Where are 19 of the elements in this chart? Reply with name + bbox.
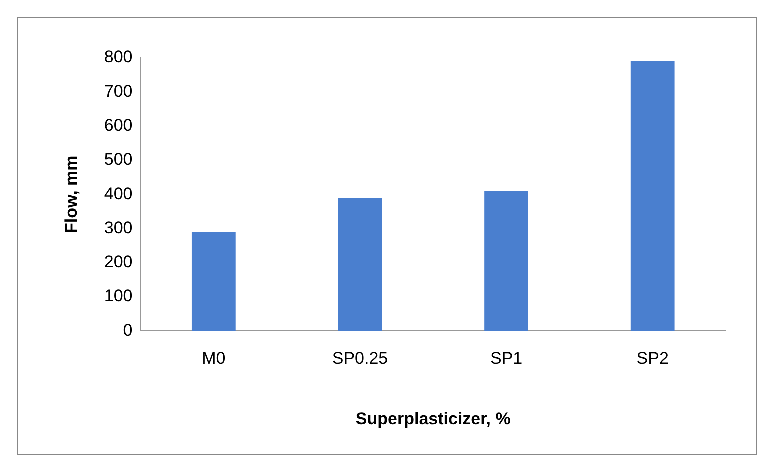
bar bbox=[192, 232, 236, 332]
y-tick-label: 200 bbox=[104, 252, 133, 272]
y-tick-label: 800 bbox=[104, 48, 133, 67]
x-tick-label: M0 bbox=[202, 349, 226, 368]
y-tick-label: 100 bbox=[104, 286, 133, 306]
y-tick-label: 300 bbox=[104, 218, 133, 238]
x-tick-label: SP1 bbox=[490, 349, 523, 368]
y-tick-label: 600 bbox=[104, 116, 133, 135]
x-tick-label: SP2 bbox=[636, 349, 669, 368]
x-axis-title: Superplasticizer, % bbox=[356, 409, 511, 428]
x-tick-label: SP0.25 bbox=[332, 349, 388, 368]
y-axis-title: Flow, mm bbox=[62, 156, 81, 234]
bar bbox=[338, 198, 382, 332]
y-tick-label: 400 bbox=[104, 184, 133, 204]
y-tick-label: 500 bbox=[104, 150, 133, 170]
y-tick-label: 700 bbox=[104, 82, 133, 101]
bar bbox=[484, 191, 528, 332]
y-tick-label: 0 bbox=[123, 320, 133, 340]
bar bbox=[630, 61, 675, 332]
